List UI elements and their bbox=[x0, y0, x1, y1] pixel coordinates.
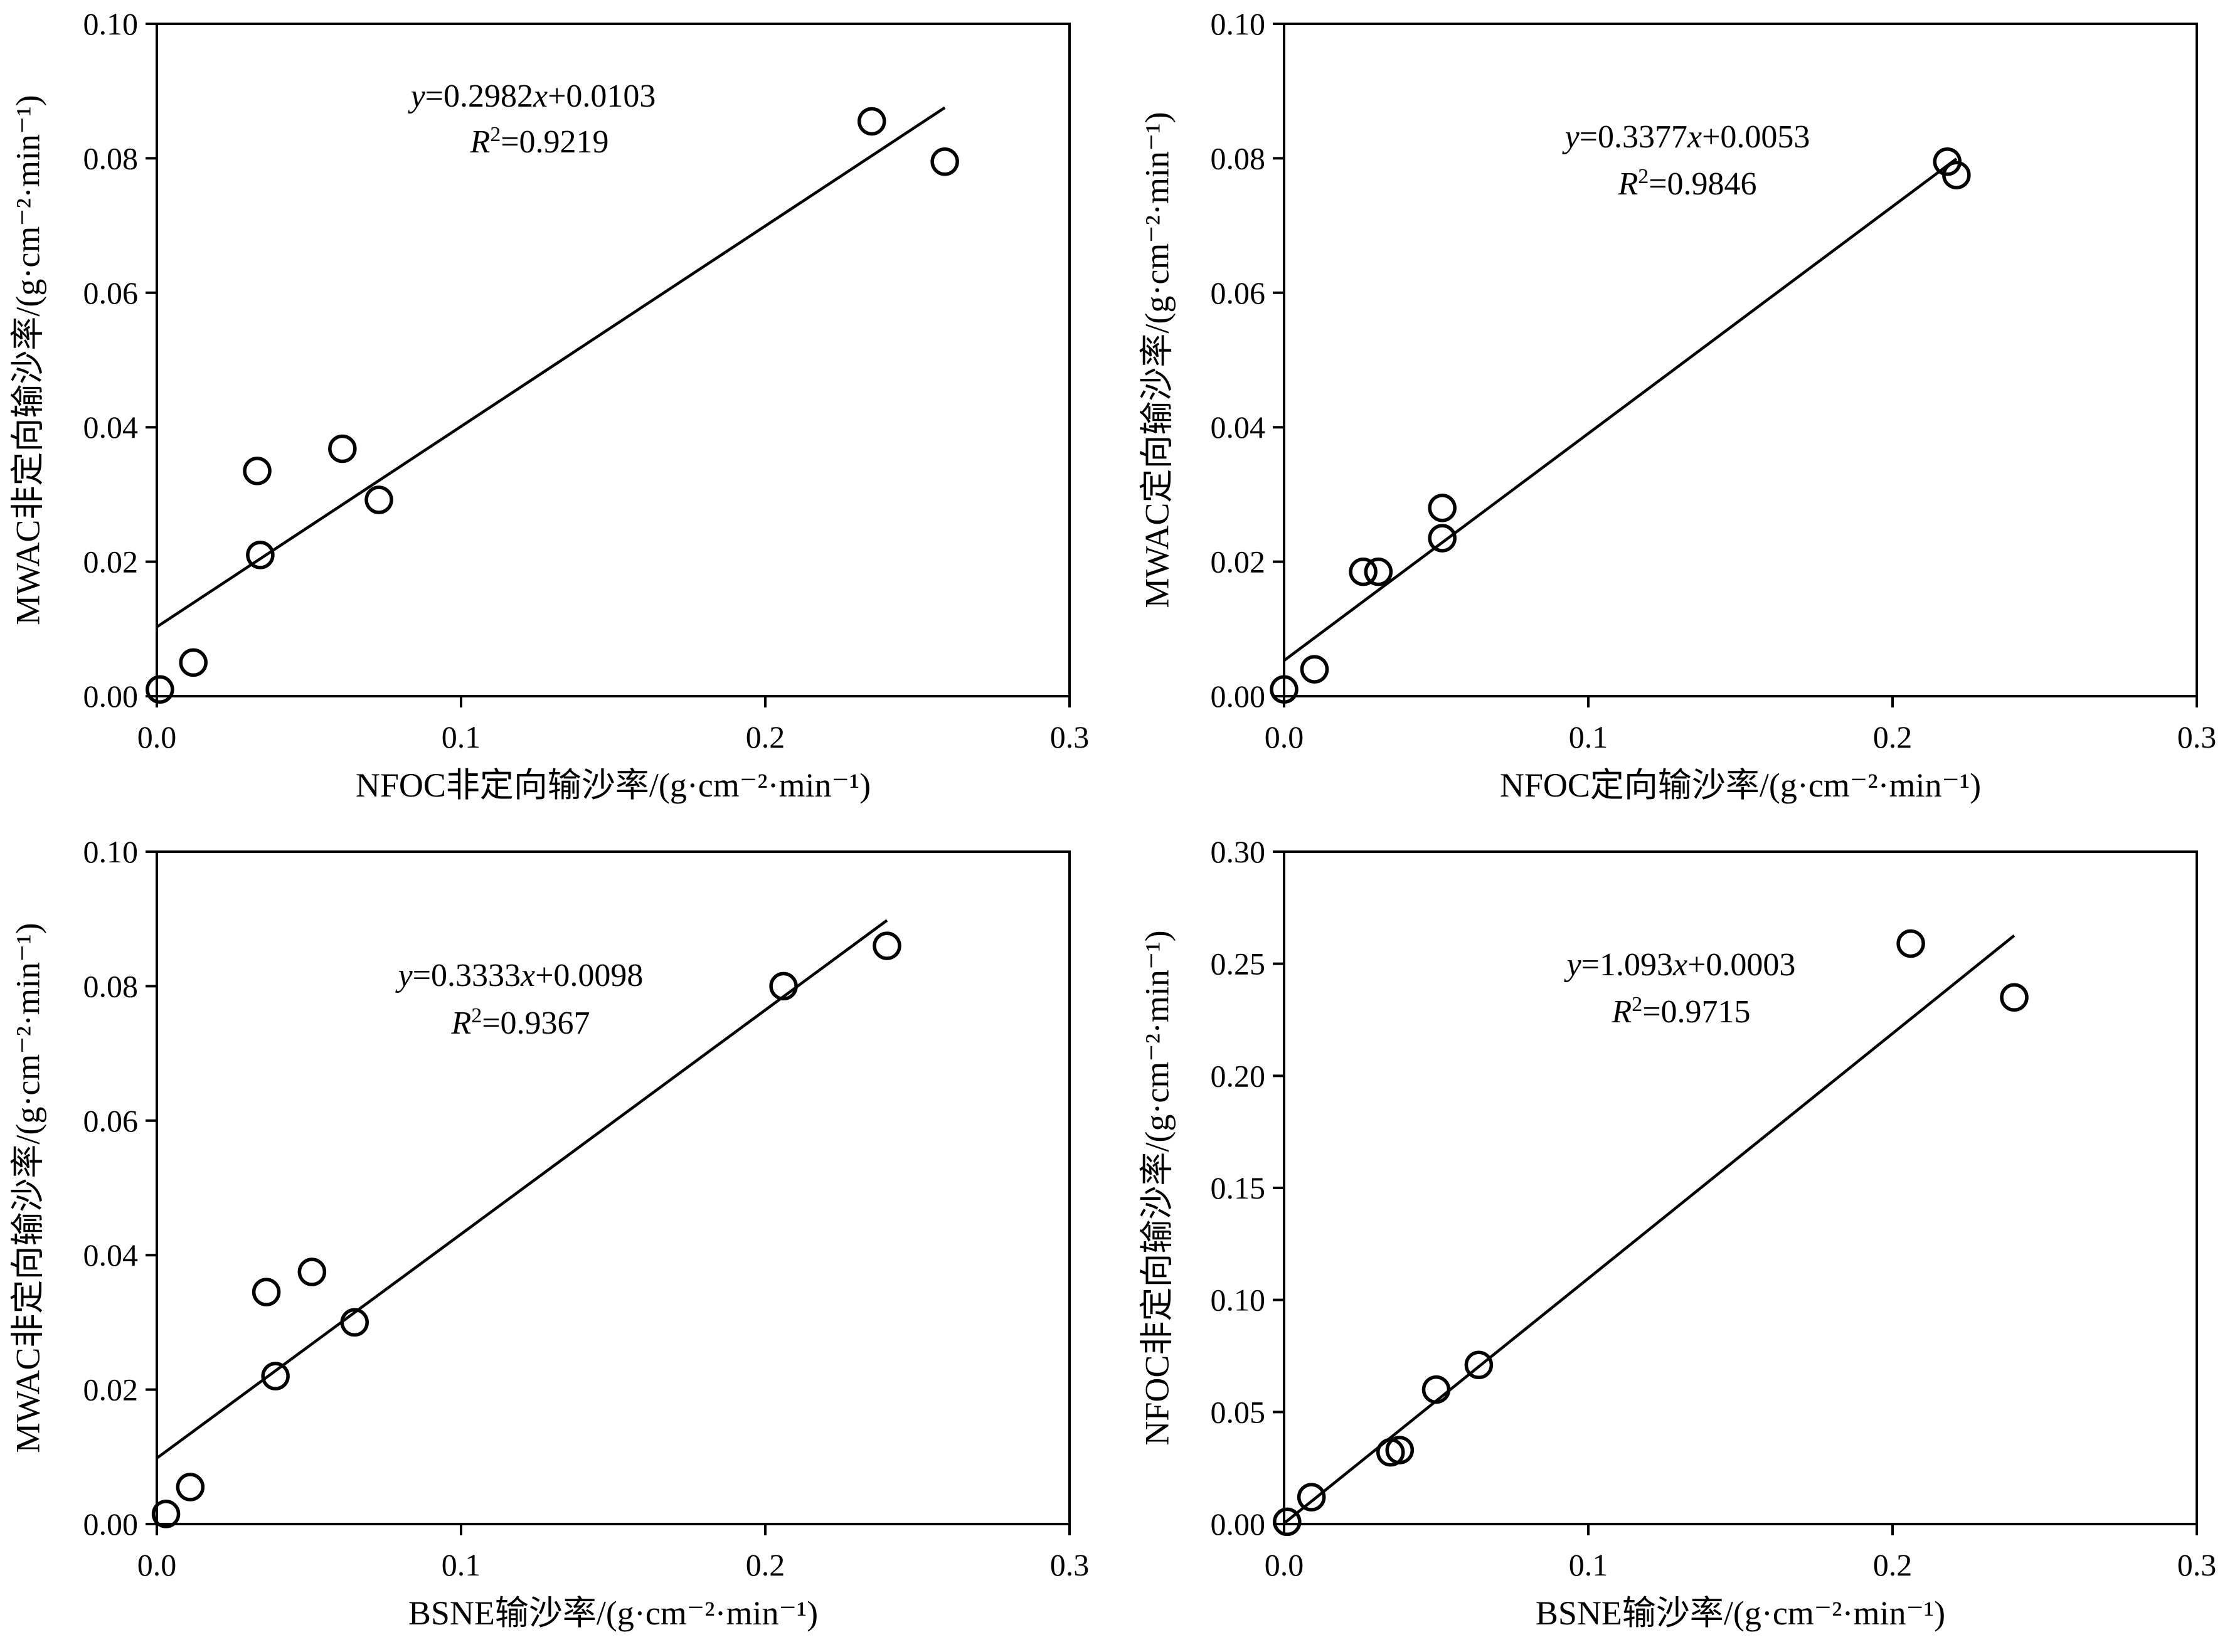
x-tick-label: 0.0 bbox=[1265, 1547, 1304, 1582]
data-point bbox=[179, 648, 208, 677]
panel-top-left: 0.0 0.1 0.2 0.3 0.00 0.02 0.04 0.06 0.08 0.10 NFOC… bbox=[9, 6, 1089, 804]
r-squared: R2=0.9715 bbox=[1611, 993, 1750, 1030]
fit-line bbox=[156, 919, 888, 1459]
fit-line bbox=[1283, 934, 2016, 1525]
panel-bottom-right: 0.0 0.1 0.2 0.3 0.00 0.05 0.10 0.15 0.20 0.25 0.30… bbox=[1138, 834, 2216, 1632]
y-axis-label: MWAC非定向输沙率/(g·cm⁻²·min⁻¹) bbox=[9, 923, 46, 1453]
data-point bbox=[1270, 675, 1299, 704]
data-point bbox=[769, 972, 798, 1001]
r-squared: R2=0.9219 bbox=[469, 123, 608, 161]
data-point bbox=[364, 485, 393, 514]
x-tick-label: 0.3 bbox=[1050, 719, 1090, 755]
y-tick-label: 0.00 bbox=[1211, 679, 1266, 714]
x-tick-label: 0.0 bbox=[137, 1547, 177, 1582]
x-tick-label: 0.2 bbox=[746, 719, 785, 755]
data-point bbox=[930, 147, 959, 176]
data-point bbox=[1364, 557, 1393, 586]
data-point bbox=[146, 675, 174, 704]
regression-equation: y=0.3333x+0.0098 bbox=[395, 958, 644, 993]
fit-line bbox=[1283, 157, 1958, 662]
data-point bbox=[246, 541, 275, 569]
data-point bbox=[1896, 929, 1925, 958]
x-tick-label: 0.3 bbox=[2177, 719, 2217, 755]
data-point bbox=[873, 931, 901, 960]
y-tick-label: 0.10 bbox=[83, 6, 139, 41]
data-point bbox=[328, 434, 357, 463]
data-point bbox=[340, 1308, 369, 1337]
panel-top-right: 0.0 0.1 0.2 0.3 0.00 0.02 0.04 0.06 0.08 0.10 NFOC… bbox=[1138, 6, 2216, 804]
x-axis-label: NFOC非定向输沙率/(g·cm⁻²·min⁻¹) bbox=[356, 766, 871, 804]
plot-frame bbox=[156, 23, 1071, 697]
data-point bbox=[297, 1258, 327, 1286]
x-axis-label: BSNE输沙率/(g·cm⁻²·min⁻¹) bbox=[1536, 1594, 1945, 1632]
panel-bottom-left: 0.0 0.1 0.2 0.3 0.00 0.02 0.04 0.06 0.08 0.10 BSNE… bbox=[9, 834, 1089, 1632]
y-tick-label: 0.10 bbox=[83, 834, 139, 869]
x-tick-label: 0.3 bbox=[2177, 1547, 2217, 1582]
x-tick-label: 0.1 bbox=[1569, 1547, 1608, 1582]
y-tick-label: 0.02 bbox=[83, 1372, 139, 1407]
y-tick-label: 0.06 bbox=[1211, 275, 1266, 310]
x-tick-label: 0.0 bbox=[137, 719, 177, 755]
x-tick-label: 0.0 bbox=[1265, 719, 1304, 755]
r-squared: R2=0.9846 bbox=[1617, 165, 1756, 203]
data-point bbox=[1421, 1375, 1451, 1404]
data-point bbox=[1428, 494, 1457, 522]
regression-equation: y=0.3377x+0.0053 bbox=[1562, 119, 1810, 155]
y-tick-label: 0.30 bbox=[1211, 834, 1266, 869]
y-tick-label: 0.00 bbox=[83, 679, 139, 714]
data-point bbox=[1273, 1507, 1302, 1537]
x-tick-label: 0.3 bbox=[1050, 1547, 1090, 1582]
data-point bbox=[243, 457, 272, 485]
y-tick-label: 0.04 bbox=[83, 1237, 139, 1273]
data-point bbox=[151, 1500, 181, 1528]
x-tick-label: 0.1 bbox=[442, 719, 481, 755]
y-axis-label: MWAC定向输沙率/(g·cm⁻²·min⁻¹) bbox=[1138, 112, 1176, 608]
y-tick-label: 0.15 bbox=[1211, 1170, 1266, 1205]
y-axis-label: NFOC非定向输沙率/(g·cm⁻²·min⁻¹) bbox=[1138, 930, 1176, 1445]
y-tick-label: 0.00 bbox=[1211, 1506, 1266, 1542]
y-tick-label: 0.04 bbox=[83, 410, 139, 445]
data-point bbox=[1349, 557, 1378, 586]
data-point bbox=[1942, 161, 1971, 189]
data-point bbox=[1428, 524, 1457, 553]
y-tick-label: 0.04 bbox=[1211, 410, 1266, 445]
x-tick-label: 0.2 bbox=[746, 1547, 785, 1582]
data-point bbox=[2000, 983, 2029, 1012]
regression-equation: y=1.093x+0.0003 bbox=[1564, 947, 1796, 983]
y-tick-label: 0.08 bbox=[83, 140, 139, 176]
fit-line bbox=[156, 106, 946, 628]
regression-equation: y=0.2982x+0.0103 bbox=[408, 78, 656, 114]
x-tick-label: 0.2 bbox=[1873, 719, 1913, 755]
data-point bbox=[1385, 1436, 1415, 1464]
y-tick-label: 0.02 bbox=[83, 544, 139, 580]
data-point bbox=[261, 1362, 290, 1390]
y-tick-label: 0.10 bbox=[1211, 1283, 1266, 1318]
y-tick-label: 0.00 bbox=[83, 1506, 139, 1542]
y-tick-label: 0.10 bbox=[1211, 6, 1266, 41]
y-axis-label: MWAC非定向输沙率/(g·cm⁻²·min⁻¹) bbox=[9, 95, 46, 625]
y-tick-label: 0.05 bbox=[1211, 1394, 1266, 1429]
x-tick-label: 0.1 bbox=[442, 1547, 481, 1582]
x-axis-label: NFOC定向输沙率/(g·cm⁻²·min⁻¹) bbox=[1500, 766, 1981, 804]
y-tick-label: 0.08 bbox=[83, 968, 139, 1003]
data-point bbox=[1464, 1350, 1494, 1380]
data-point bbox=[252, 1278, 281, 1306]
data-point bbox=[858, 107, 886, 136]
plot-frame bbox=[156, 850, 1071, 1525]
y-tick-label: 0.08 bbox=[1211, 140, 1266, 176]
x-tick-label: 0.2 bbox=[1873, 1547, 1913, 1582]
r-squared: R2=0.9367 bbox=[450, 1004, 590, 1042]
y-tick-label: 0.25 bbox=[1211, 946, 1266, 982]
x-tick-label: 0.1 bbox=[1569, 719, 1608, 755]
y-tick-label: 0.20 bbox=[1211, 1058, 1266, 1093]
plot-frame bbox=[1283, 23, 2198, 697]
y-tick-label: 0.06 bbox=[83, 1103, 139, 1138]
data-point bbox=[1297, 1483, 1326, 1512]
x-axis-label: BSNE输沙率/(g·cm⁻²·min⁻¹) bbox=[408, 1594, 818, 1632]
data-point bbox=[176, 1473, 205, 1501]
y-tick-label: 0.02 bbox=[1211, 544, 1266, 580]
y-tick-label: 0.06 bbox=[83, 275, 139, 310]
data-point bbox=[1300, 655, 1329, 684]
